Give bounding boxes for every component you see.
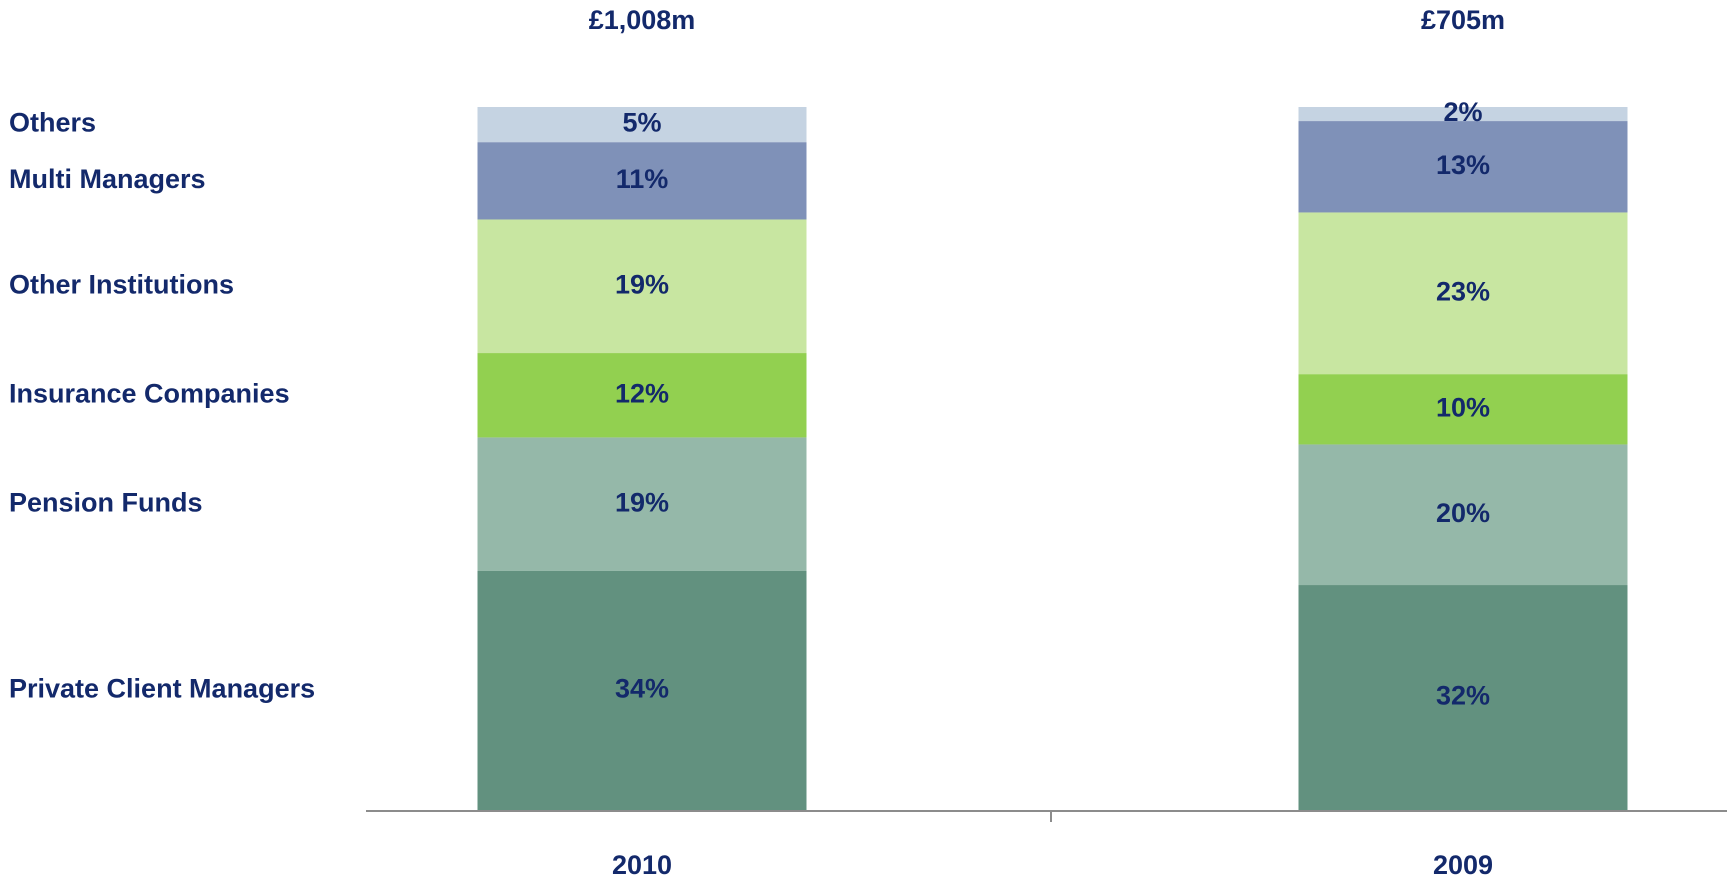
bar-segment [477, 353, 807, 438]
data-label: 19% [615, 269, 669, 299]
data-label: 12% [615, 378, 669, 408]
bar-segment [1298, 374, 1628, 445]
legend-label: Multi Managers [9, 164, 206, 194]
legend-label: Pension Funds [9, 487, 203, 517]
data-label: 13% [1436, 150, 1490, 180]
data-label: 34% [615, 674, 669, 704]
bar-segment [477, 142, 807, 220]
legend-label: Others [9, 108, 96, 138]
bar-segment [1298, 444, 1628, 586]
data-label: 11% [616, 164, 669, 194]
bar-segment [477, 107, 807, 143]
total-label: £705m [1421, 5, 1505, 35]
bar-segment [477, 437, 807, 571]
x-tick-label: 2009 [1433, 850, 1493, 880]
bar-segment [477, 570, 807, 810]
data-label: 2% [1443, 97, 1482, 127]
legend-label: Insurance Companies [9, 378, 290, 408]
bar-segment [1298, 107, 1628, 122]
x-tick-label: 2010 [612, 850, 672, 880]
data-label: 10% [1436, 392, 1490, 422]
data-label: 23% [1436, 276, 1490, 306]
data-label: 5% [622, 108, 661, 138]
legend-label: Private Client Managers [9, 674, 315, 704]
bar-segment [1298, 121, 1628, 213]
data-label: 19% [615, 487, 669, 517]
bar-segment [1298, 212, 1628, 375]
legend-label: Other Institutions [9, 269, 234, 299]
total-label: £1,008m [589, 5, 696, 35]
bar-segment [1298, 585, 1628, 810]
bar-segment [477, 219, 807, 354]
data-label: 20% [1436, 498, 1490, 528]
data-label: 32% [1436, 681, 1490, 711]
